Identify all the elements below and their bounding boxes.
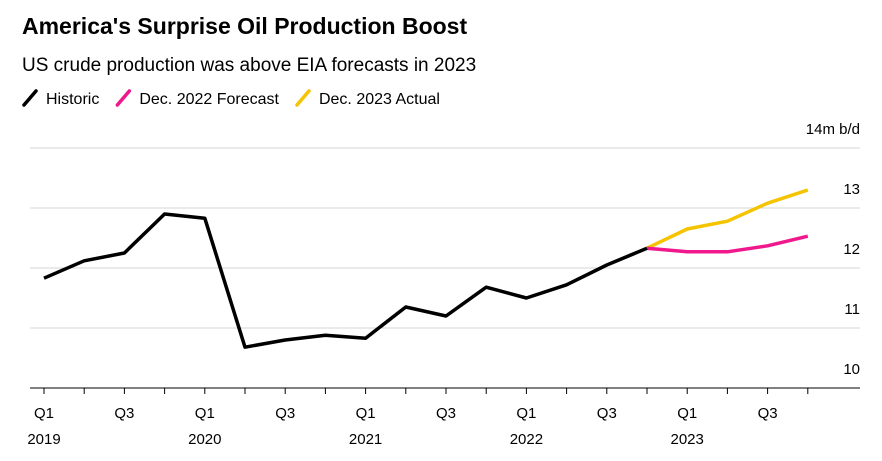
x-tick-year: 2023 — [671, 431, 704, 448]
x-tick-label: Q1 — [195, 405, 215, 422]
x-tick-label: Q1 — [356, 405, 376, 422]
series-line — [646, 234, 809, 254]
x-tick-label: Q1 — [677, 405, 697, 422]
y-tick-label: 12 — [843, 241, 860, 258]
x-tick-label: Q3 — [597, 405, 617, 422]
y-tick-label: 13 — [843, 181, 860, 198]
legend-label: Historic — [46, 91, 99, 108]
x-tick-year: 2022 — [510, 431, 543, 448]
legend-label: Dec. 2022 Forecast — [139, 91, 279, 108]
x-tick-year: 2021 — [349, 431, 382, 448]
x-tick-year: 2020 — [188, 431, 221, 448]
legend-swatch — [115, 89, 132, 107]
x-tick-label: Q1 — [34, 405, 54, 422]
y-tick-label: 10 — [843, 361, 860, 378]
chart-title: America's Surprise Oil Production Boost — [22, 13, 467, 39]
x-tick-label: Q3 — [114, 405, 134, 422]
y-tick-label: 11 — [844, 301, 860, 318]
chart-subtitle: US crude production was above EIA foreca… — [22, 55, 476, 76]
legend-swatch — [22, 89, 38, 107]
series-line — [646, 188, 809, 250]
y-tick-label: 14m b/d — [806, 121, 860, 138]
x-tick-label: Q3 — [436, 405, 456, 422]
x-tick-year: 2019 — [27, 431, 60, 448]
x-tick-label: Q3 — [758, 405, 778, 422]
legend-swatch — [295, 89, 311, 107]
x-tick-label: Q3 — [275, 405, 295, 422]
x-tick-label: Q1 — [516, 405, 536, 422]
legend-label: Dec. 2023 Actual — [319, 91, 440, 108]
series-line — [43, 212, 648, 349]
